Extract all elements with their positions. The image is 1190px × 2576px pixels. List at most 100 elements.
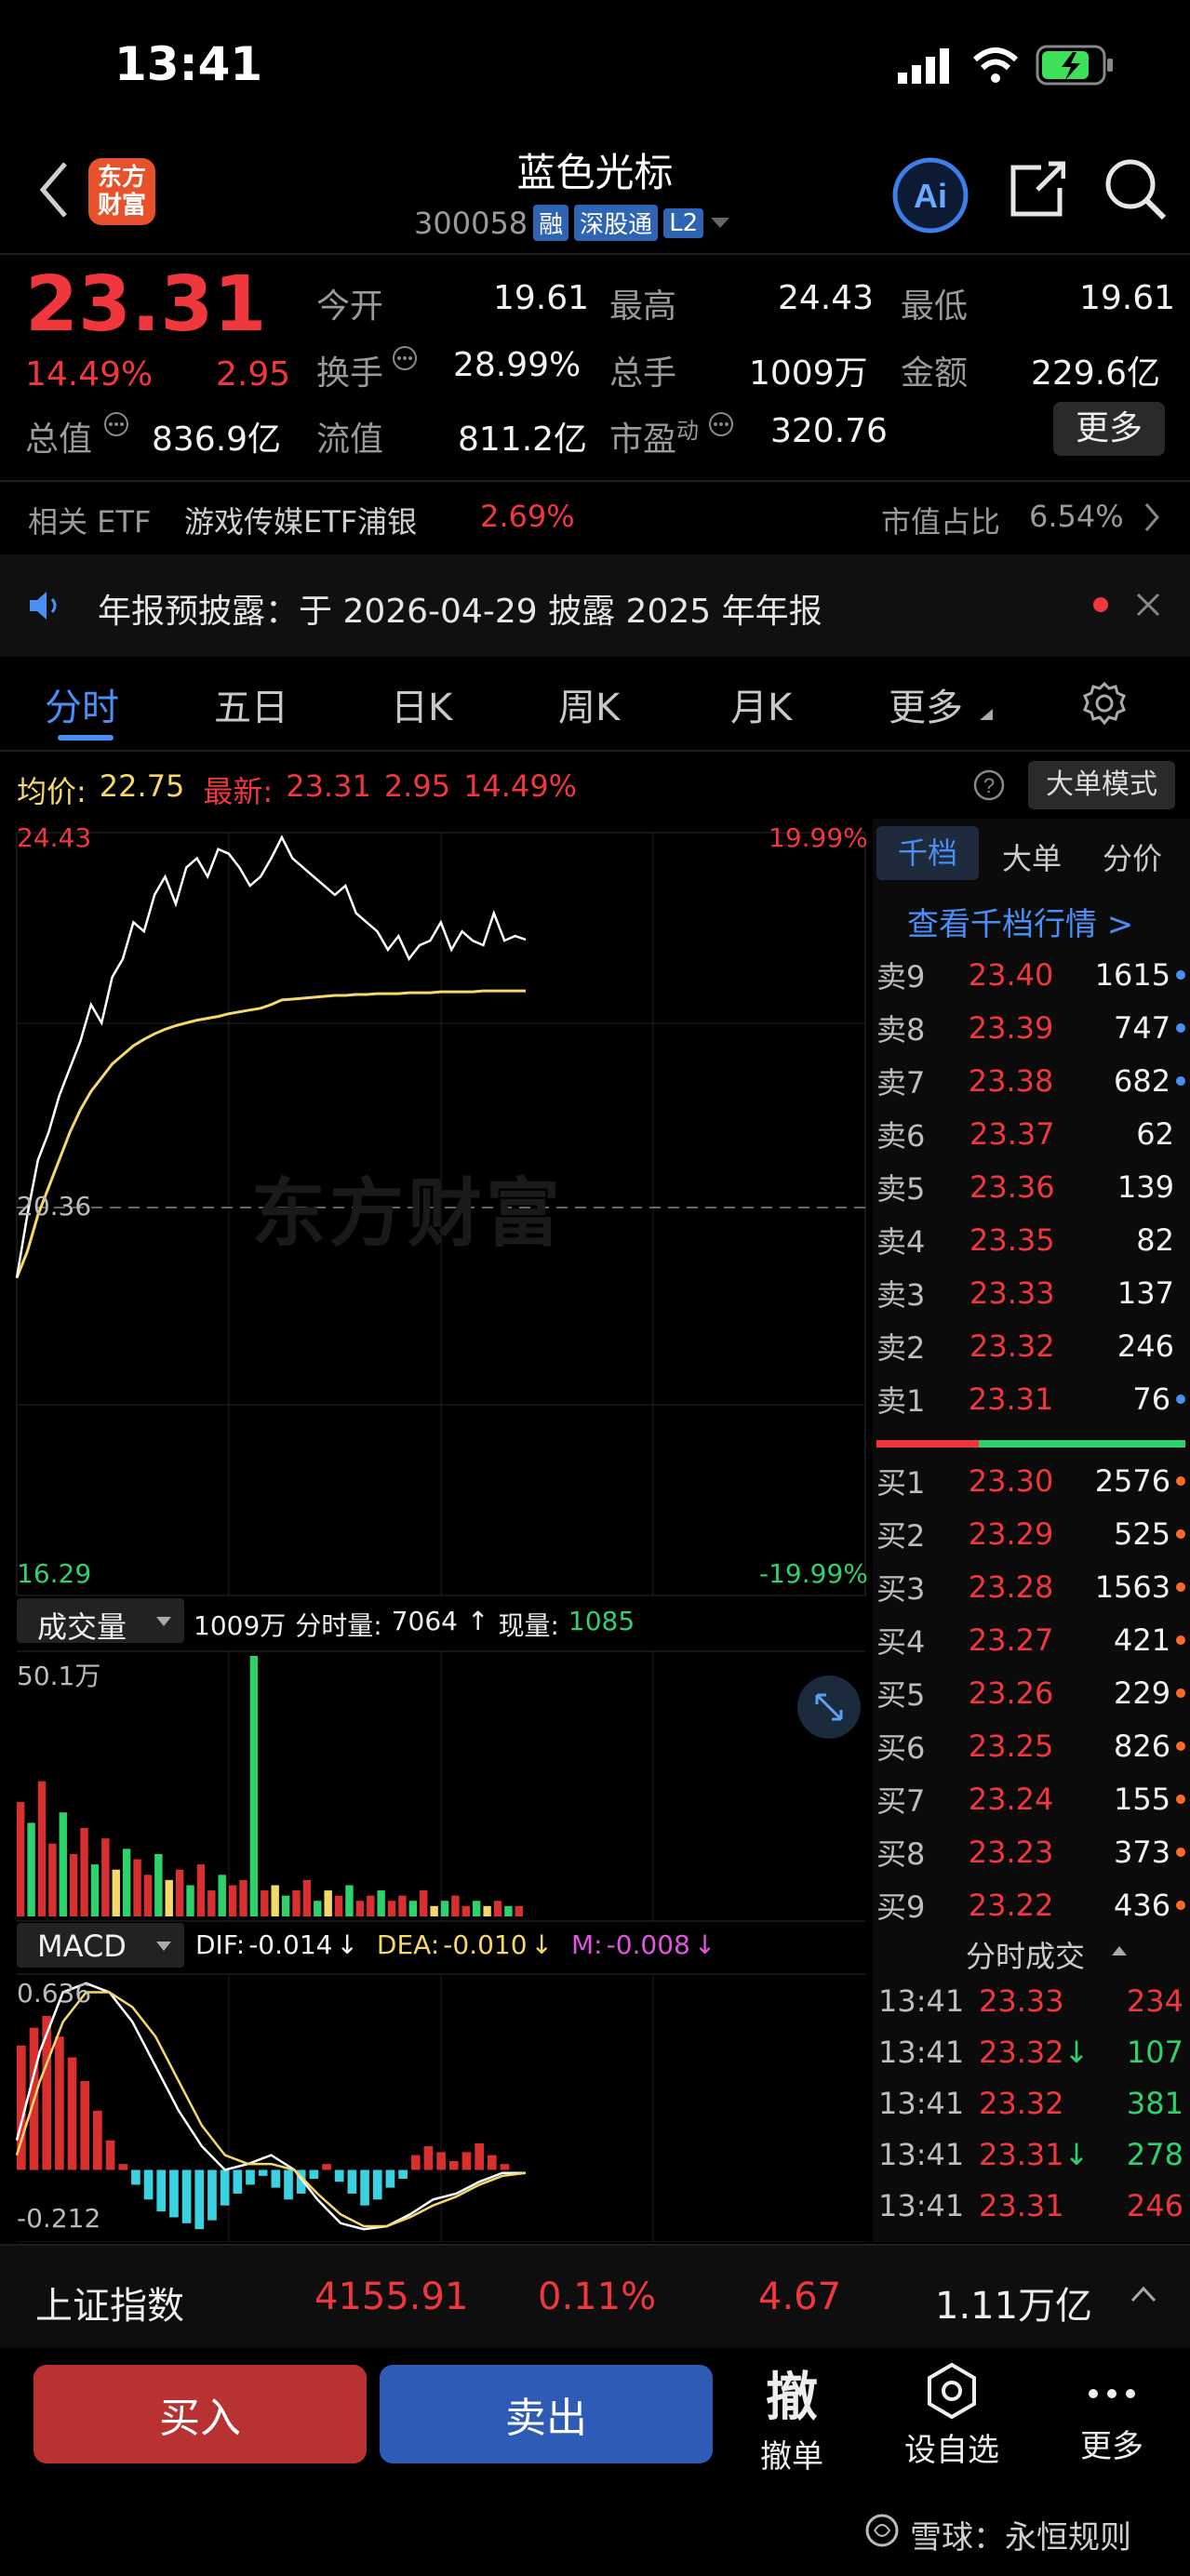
macd-bar (347, 2169, 357, 2194)
sell-row[interactable]: 卖9 23.40 1615 (876, 949, 1185, 1001)
app-logo[interactable]: 东方 财富 (88, 158, 155, 225)
sell-row[interactable]: 卖6 23.37 62 (876, 1108, 1185, 1160)
volume-bar (249, 1656, 259, 1916)
order-dot (1176, 1742, 1185, 1751)
side-tab-price[interactable]: 分价 (1103, 841, 1163, 876)
macd-bar (207, 2169, 217, 2221)
macd-bar (271, 2169, 281, 2188)
macd-selector[interactable]: MACD (17, 1923, 184, 1968)
buy-row[interactable]: 买9 23.22 436 (876, 1879, 1185, 1931)
back-icon[interactable] (37, 160, 71, 220)
footer-watermark: 雪球：永恒规则 (910, 2519, 1131, 2556)
cancel-order-button[interactable]: 撤 撤单 (750, 2356, 834, 2476)
tab-more[interactable]: 更多 (889, 687, 963, 729)
info-icon[interactable] (707, 410, 735, 438)
tab-intraday[interactable]: 分时 (45, 687, 119, 729)
volume-bar (228, 1885, 237, 1916)
view-depth-link[interactable]: 查看千档行情 > (907, 906, 1134, 943)
etf-row[interactable]: 相关 ETF 游戏传媒ETF浦银 2.69% 市值占比 6.54% (0, 482, 1190, 553)
ai-icon[interactable]: Ai (891, 156, 969, 234)
buy-row[interactable]: 买4 23.27 421 (876, 1614, 1185, 1666)
trades-title[interactable]: 分时成交 (966, 1939, 1086, 1974)
stock-subline[interactable]: 300058 融 深股通 L2 (414, 205, 731, 241)
close-icon[interactable] (1135, 592, 1161, 618)
search-icon[interactable] (1103, 156, 1168, 221)
info-icon[interactable] (102, 410, 130, 438)
buy-row[interactable]: 买1 23.30 2576 (876, 1455, 1185, 1507)
chevron-up-icon[interactable] (1130, 2285, 1157, 2303)
macd-bar (220, 2169, 230, 2206)
buy-qty: 155 (1114, 1782, 1171, 1817)
volume-bar (101, 1838, 110, 1916)
buy-button[interactable]: 买入 (33, 2365, 367, 2463)
order-dot (1176, 1076, 1185, 1086)
index-change: 4.67 (758, 2276, 842, 2318)
settings-icon[interactable] (1082, 681, 1127, 726)
sell-qty: 137 (1116, 1275, 1174, 1311)
sell-row[interactable]: 卖2 23.32 246 (876, 1320, 1185, 1372)
share-icon[interactable] (1008, 158, 1065, 220)
buy-row[interactable]: 买5 23.26 229 (876, 1667, 1185, 1719)
index-bar[interactable]: 上证指数 4155.91 0.11% 4.67 1.11万亿 (0, 2244, 1190, 2348)
unread-dot (1093, 597, 1108, 612)
cancel-icon: 撤 (766, 2368, 818, 2428)
big-order-mode-button[interactable]: 大单模式 (1028, 761, 1175, 809)
sell-qty: 682 (1114, 1063, 1171, 1099)
buy-row[interactable]: 买6 23.25 826 (876, 1720, 1185, 1772)
add-watchlist-button[interactable]: 设自选 (891, 2361, 1012, 2470)
trade-price: 23.33 (979, 1983, 1064, 2019)
sell-row[interactable]: 卖4 23.35 82 (876, 1214, 1185, 1266)
sell-row[interactable]: 卖5 23.36 139 (876, 1161, 1185, 1213)
sell-row[interactable]: 卖1 23.31 76 (876, 1373, 1185, 1425)
order-panel (873, 819, 1190, 2242)
tab-day-k[interactable]: 日K (391, 687, 453, 729)
sell-row[interactable]: 卖7 23.38 682 (876, 1055, 1185, 1107)
macd-bar (296, 2169, 306, 2194)
low-value: 19.61 (1079, 279, 1176, 317)
buy-row[interactable]: 买8 23.23 373 (876, 1826, 1185, 1878)
axis-mid: 20.36 (17, 1191, 92, 1221)
side-tab-depth[interactable]: 千档 (876, 826, 979, 880)
etf-share-value: 6.54% (1029, 499, 1124, 534)
sell-button[interactable]: 卖出 (380, 2365, 713, 2463)
tab-five-day[interactable]: 五日 (214, 687, 288, 729)
expand-icon[interactable] (796, 1675, 862, 1740)
sell-row[interactable]: 卖8 23.39 747 (876, 1002, 1185, 1054)
info-icon[interactable] (391, 344, 419, 372)
order-dot (1176, 1688, 1185, 1698)
market-cap-value: 836.9亿 (152, 420, 282, 459)
buy-row[interactable]: 买3 23.28 1563 (876, 1561, 1185, 1613)
buy-qty: 436 (1114, 1888, 1171, 1923)
sell-level-label: 卖8 (876, 1012, 926, 1048)
macd-bar (448, 2160, 459, 2170)
buy-qty: 2576 (1094, 1463, 1171, 1499)
more-quote-button[interactable]: 更多 (1053, 402, 1165, 456)
sell-row[interactable]: 卖3 23.33 137 (876, 1267, 1185, 1319)
side-tab-big-orders[interactable]: 大单 (1002, 841, 1063, 876)
trade-time: 13:41 (878, 2188, 965, 2223)
tab-month-k[interactable]: 月K (730, 687, 793, 729)
macd-bar (17, 2045, 26, 2170)
notice-bar[interactable]: 年报预披露：于 2026-04-29 披露 2025 年年报 (0, 554, 1190, 657)
order-dot (1176, 1395, 1185, 1404)
macd-bar (322, 2164, 331, 2170)
intraday-chart[interactable] (0, 819, 875, 2242)
hexagon-icon (928, 2362, 976, 2420)
volume-bar (90, 1864, 100, 1916)
tab-week-k[interactable]: 周K (558, 687, 621, 729)
open-label: 今开 (316, 287, 384, 326)
buy-row[interactable]: 买2 23.29 525 (876, 1508, 1185, 1560)
buy-level-label: 买5 (876, 1677, 926, 1713)
buy-qty: 373 (1114, 1835, 1171, 1870)
sell-price: 23.36 (969, 1169, 1055, 1205)
volume-bar (515, 1905, 523, 1916)
latest-label: 最新: (203, 774, 274, 809)
caret-icon (980, 709, 993, 720)
volume-selector[interactable]: 成交量 (17, 1598, 184, 1645)
help-icon[interactable]: ? (972, 768, 1006, 802)
more-button[interactable]: 更多 (1061, 2370, 1163, 2466)
buy-row[interactable]: 买7 23.24 155 (876, 1773, 1185, 1825)
macd-bar (436, 2152, 446, 2170)
dif-line (15, 1982, 526, 2231)
chart-info: 均价: 22.75 最新: 23.31 2.95 14.49% (17, 768, 577, 811)
